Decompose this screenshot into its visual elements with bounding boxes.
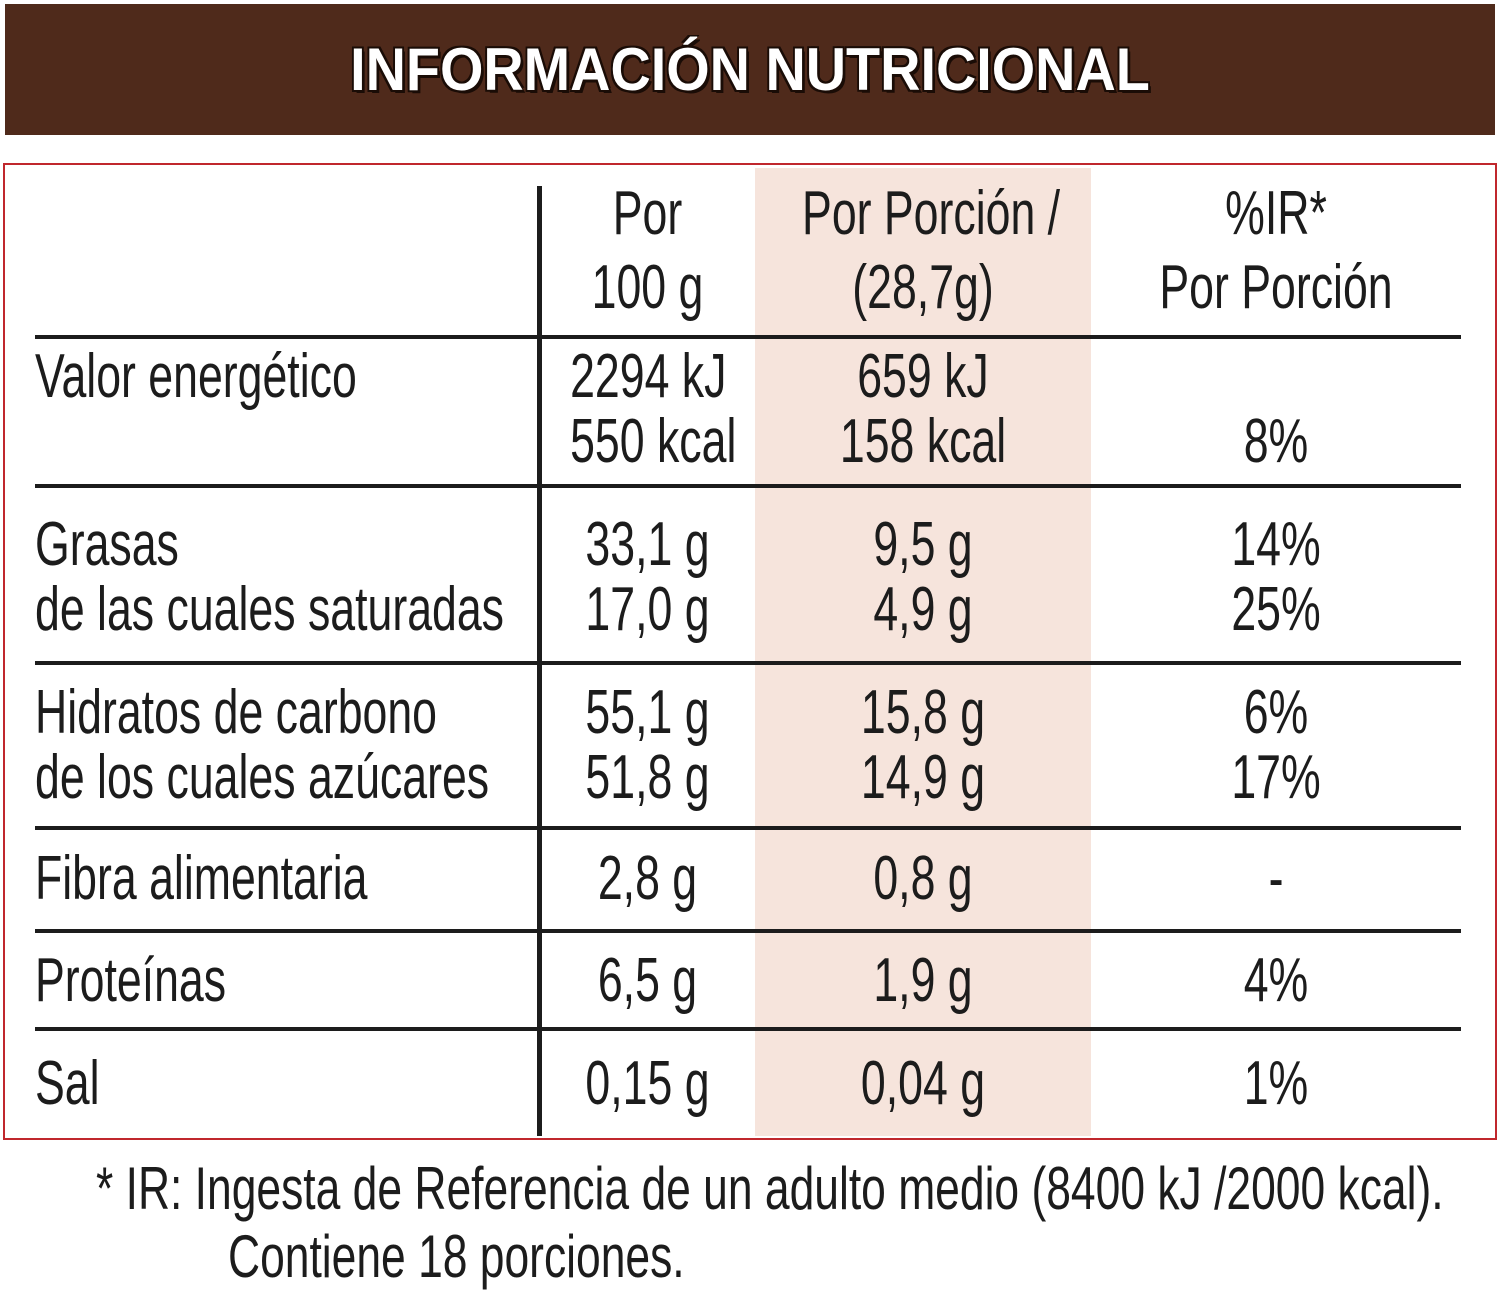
- footnote-portions: Contiene 18 porciones.: [228, 1223, 685, 1290]
- row-divider: [35, 484, 1461, 488]
- nutrient-name: de las cuales saturadas: [35, 575, 505, 644]
- row-divider: [35, 1027, 1461, 1031]
- header-per100-line2: 100 g: [591, 253, 704, 322]
- title-banner: INFORMACIÓN NUTRICIONAL: [5, 4, 1495, 135]
- value-per100: 33,1 g: [585, 510, 710, 579]
- value-per100: 6,5 g: [597, 946, 698, 1015]
- portion-column-highlight: [755, 168, 1091, 1136]
- value-per100: 550 kcal: [570, 407, 737, 476]
- header-portion-line2: (28,7g): [852, 253, 994, 322]
- row-divider: [35, 335, 1461, 339]
- value-portion: 659 kJ: [857, 342, 989, 411]
- value-portion: 0,04 g: [860, 1049, 986, 1118]
- value-ir: 8%: [1243, 407, 1309, 476]
- value-per100: 2,8 g: [597, 844, 698, 913]
- nutrient-name: de los cuales azúcares: [35, 743, 490, 812]
- nutrient-name: Hidratos de carbono: [35, 678, 438, 747]
- value-ir: 6%: [1243, 678, 1309, 747]
- row-divider: [35, 826, 1461, 830]
- page-title: INFORMACIÓN NUTRICIONAL: [350, 36, 1150, 103]
- value-ir: 4%: [1243, 946, 1309, 1015]
- value-ir: 1%: [1243, 1049, 1309, 1118]
- value-per100: 2294 kJ: [570, 342, 727, 411]
- value-per100: 51,8 g: [585, 743, 710, 812]
- nutrient-name: Proteínas: [35, 946, 227, 1015]
- nutrient-name: Fibra alimentaria: [35, 844, 368, 913]
- value-per100: 0,15 g: [585, 1049, 710, 1118]
- row-divider: [35, 929, 1461, 933]
- value-ir: 25%: [1231, 575, 1321, 644]
- value-per100: 17,0 g: [585, 575, 710, 644]
- nutrition-table-frame: [3, 163, 1497, 1140]
- value-portion: 158 kcal: [839, 407, 1007, 476]
- footnote-reference-intake: * IR: Ingesta de Referencia de un adulto…: [96, 1155, 1444, 1222]
- value-portion: 9,5 g: [873, 510, 973, 579]
- nutrient-name: Grasas: [35, 510, 179, 579]
- value-portion: 0,8 g: [873, 844, 973, 913]
- value-portion: 14,9 g: [860, 743, 986, 812]
- nutrient-name: Sal: [35, 1049, 100, 1118]
- value-per100: 55,1 g: [585, 678, 710, 747]
- value-portion: 15,8 g: [860, 678, 986, 747]
- nutrient-name: Valor energético: [35, 342, 357, 411]
- value-portion: 1,9 g: [873, 946, 973, 1015]
- value-portion: 4,9 g: [873, 575, 973, 644]
- header-per100-line1: Por: [612, 179, 683, 248]
- row-divider: [35, 661, 1461, 665]
- value-ir: -: [1268, 844, 1284, 913]
- value-ir: 14%: [1231, 510, 1321, 579]
- header-ir-line1: %IR*: [1225, 179, 1327, 248]
- header-portion-line1: Por Porción /: [802, 179, 1061, 248]
- value-ir: 17%: [1231, 743, 1321, 812]
- header-ir-line2: Por Porción: [1159, 253, 1393, 322]
